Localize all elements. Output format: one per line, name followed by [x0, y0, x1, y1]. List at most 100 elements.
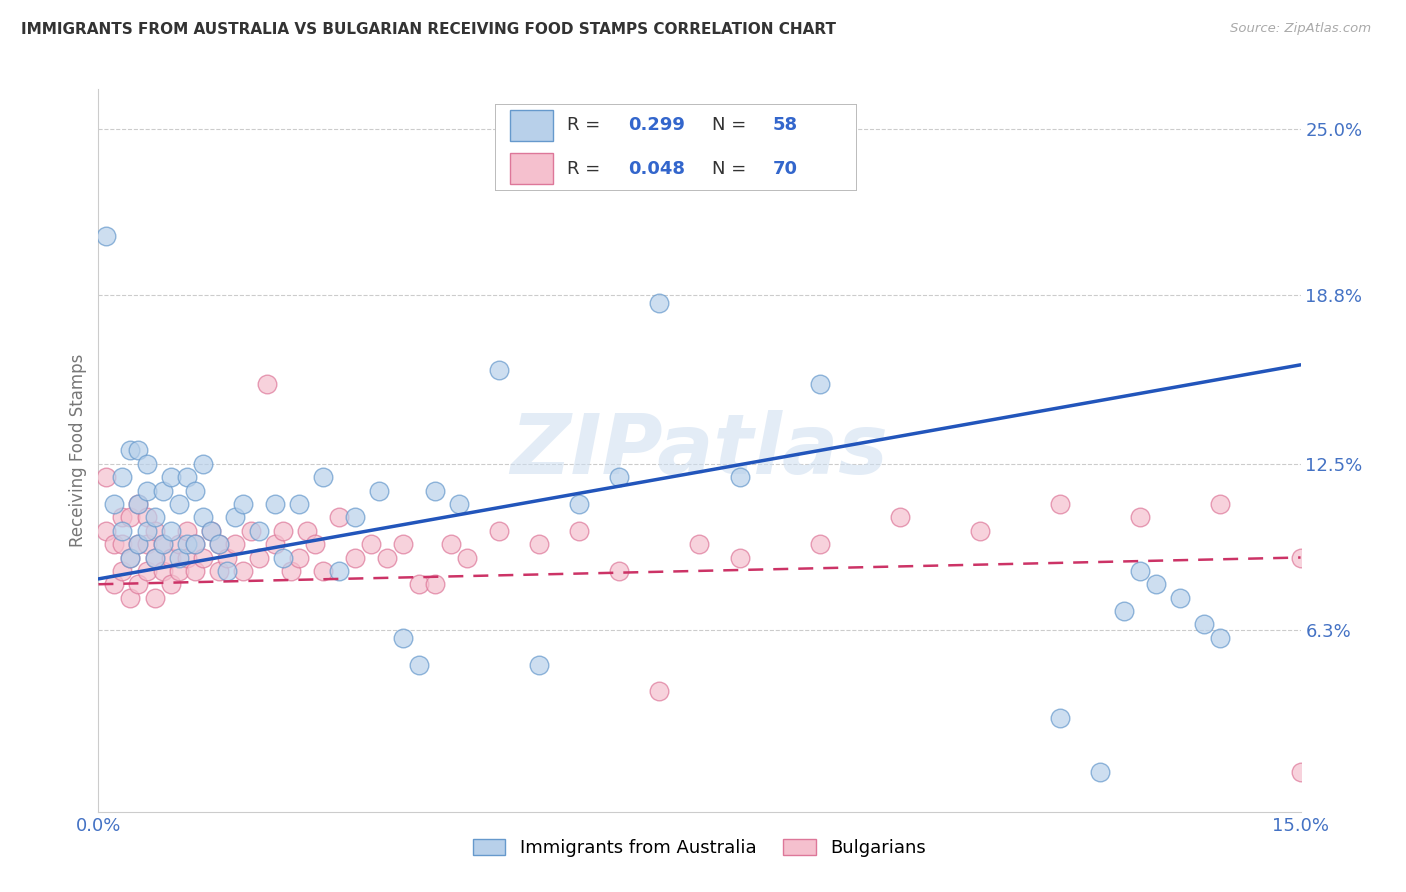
- Point: [1088, 764, 1111, 779]
- Point: [191, 457, 214, 471]
- Point: [239, 524, 262, 538]
- Point: [215, 550, 238, 565]
- Point: [103, 497, 125, 511]
- Point: [889, 510, 911, 524]
- Point: [423, 483, 446, 498]
- Point: [128, 443, 150, 458]
- Point: [103, 577, 125, 591]
- Point: [152, 537, 174, 551]
- Point: [423, 577, 446, 591]
- Point: [143, 550, 166, 565]
- Point: [135, 537, 157, 551]
- Point: [447, 497, 470, 511]
- Point: [392, 537, 415, 551]
- Point: [96, 470, 118, 484]
- Point: [271, 550, 294, 565]
- Point: [808, 537, 831, 551]
- Point: [111, 470, 134, 484]
- Point: [152, 537, 174, 551]
- Point: [1129, 510, 1152, 524]
- Point: [808, 376, 831, 391]
- Point: [488, 363, 510, 377]
- Point: [728, 550, 751, 565]
- Point: [208, 537, 231, 551]
- Point: [183, 483, 205, 498]
- Point: [648, 296, 671, 310]
- Point: [375, 550, 398, 565]
- Point: [167, 550, 190, 565]
- Point: [1049, 711, 1071, 725]
- Point: [167, 537, 190, 551]
- Point: [609, 470, 631, 484]
- Point: [408, 577, 430, 591]
- Point: [488, 524, 510, 538]
- Point: [1194, 617, 1216, 632]
- Point: [568, 524, 591, 538]
- Point: [392, 631, 415, 645]
- Point: [263, 497, 285, 511]
- Point: [128, 497, 150, 511]
- Point: [111, 510, 134, 524]
- Point: [135, 457, 157, 471]
- Point: [1289, 764, 1312, 779]
- Point: [120, 591, 142, 605]
- Point: [1049, 497, 1071, 511]
- Point: [969, 524, 991, 538]
- Point: [312, 564, 335, 578]
- Point: [111, 537, 134, 551]
- Point: [408, 657, 430, 672]
- Point: [120, 550, 142, 565]
- Point: [529, 537, 551, 551]
- Point: [288, 550, 311, 565]
- Point: [256, 376, 278, 391]
- Legend: Immigrants from Australia, Bulgarians: Immigrants from Australia, Bulgarians: [465, 831, 934, 864]
- Point: [1170, 591, 1192, 605]
- Point: [159, 550, 181, 565]
- Point: [176, 470, 198, 484]
- Point: [143, 591, 166, 605]
- Point: [96, 524, 118, 538]
- Point: [568, 497, 591, 511]
- Point: [1129, 564, 1152, 578]
- Point: [288, 497, 311, 511]
- Point: [96, 229, 118, 244]
- Point: [440, 537, 463, 551]
- Point: [135, 564, 157, 578]
- Point: [128, 497, 150, 511]
- Point: [120, 510, 142, 524]
- Point: [120, 550, 142, 565]
- Point: [1209, 497, 1232, 511]
- Text: ZIPatlas: ZIPatlas: [510, 410, 889, 491]
- Point: [1114, 604, 1136, 618]
- Point: [152, 564, 174, 578]
- Point: [247, 524, 270, 538]
- Point: [247, 550, 270, 565]
- Point: [232, 497, 254, 511]
- Point: [183, 537, 205, 551]
- Point: [152, 483, 174, 498]
- Point: [1144, 577, 1167, 591]
- Point: [183, 564, 205, 578]
- Point: [135, 524, 157, 538]
- Point: [176, 537, 198, 551]
- Point: [456, 550, 478, 565]
- Point: [328, 564, 350, 578]
- Text: IMMIGRANTS FROM AUSTRALIA VS BULGARIAN RECEIVING FOOD STAMPS CORRELATION CHART: IMMIGRANTS FROM AUSTRALIA VS BULGARIAN R…: [21, 22, 837, 37]
- Point: [159, 470, 181, 484]
- Point: [191, 510, 214, 524]
- Point: [648, 684, 671, 698]
- Point: [304, 537, 326, 551]
- Point: [143, 550, 166, 565]
- Point: [128, 577, 150, 591]
- Point: [263, 537, 285, 551]
- Point: [167, 497, 190, 511]
- Point: [143, 524, 166, 538]
- Point: [689, 537, 711, 551]
- Point: [167, 564, 190, 578]
- Point: [159, 524, 181, 538]
- Point: [208, 537, 231, 551]
- Point: [103, 537, 125, 551]
- Point: [1289, 550, 1312, 565]
- Point: [200, 524, 222, 538]
- Point: [280, 564, 302, 578]
